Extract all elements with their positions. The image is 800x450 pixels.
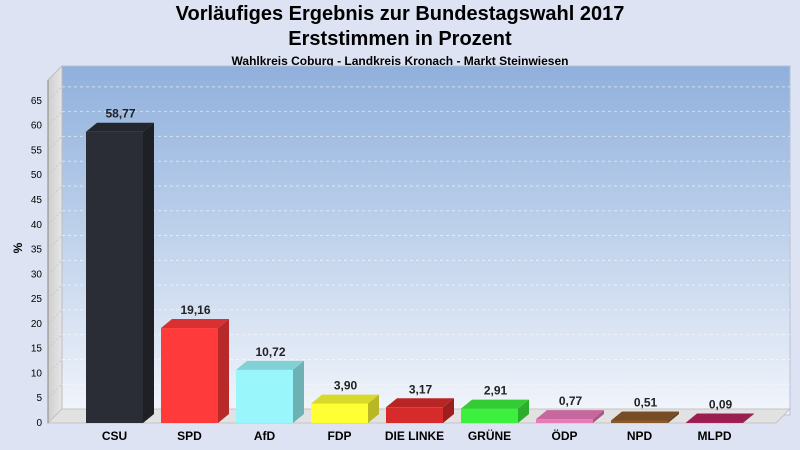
- wall-gridline: [47, 86, 63, 102]
- bar-fdp: [311, 403, 368, 423]
- bar-top: [536, 410, 604, 420]
- wall-gridline: [47, 284, 63, 300]
- y-tick-label: 15: [31, 344, 43, 355]
- bar-top: [236, 360, 304, 370]
- value-label: 0,51: [634, 395, 658, 409]
- y-tick-label: 0: [36, 418, 42, 429]
- wall-gridline: [47, 383, 63, 399]
- bar-side: [518, 399, 529, 423]
- bar-side: [143, 122, 154, 423]
- chart-title: Vorläufiges Ergebnis zur Bundestagswahl …: [175, 3, 625, 25]
- bar-top: [86, 122, 154, 132]
- wall-gridline: [47, 160, 63, 176]
- bar-spd: [161, 328, 218, 423]
- category-label: AfD: [254, 429, 276, 443]
- chart-district-subtitle: Wahlkreis Coburg - Landkreis Kronach - M…: [231, 54, 569, 68]
- bar-side: [368, 394, 379, 423]
- bar-top: [311, 394, 379, 404]
- wall-gridline: [47, 359, 63, 374]
- y-tick-label: 20: [31, 319, 43, 330]
- value-label: 0,09: [709, 398, 733, 412]
- category-label: SPD: [177, 429, 202, 443]
- bar-top: [461, 399, 529, 409]
- bar-side: [743, 413, 754, 423]
- bar-side: [593, 410, 604, 423]
- y-axis-label: %: [11, 242, 25, 253]
- bar-top: [611, 411, 679, 421]
- category-label: GRÜNE: [468, 428, 511, 443]
- y-tick-label: 60: [31, 121, 43, 132]
- bar-npd: [611, 420, 668, 423]
- bar-grüne: [461, 408, 518, 423]
- y-tick-label: 25: [31, 294, 43, 305]
- y-tick-label: 30: [31, 269, 43, 280]
- bar-ödp: [536, 419, 593, 423]
- value-label: 3,90: [334, 379, 358, 393]
- y-tick-label: 45: [31, 195, 43, 206]
- bar-side: [443, 398, 454, 423]
- y-tick-label: 5: [36, 393, 42, 404]
- bar-mlpd: [686, 422, 743, 423]
- wall-gridline: [47, 210, 63, 226]
- bar-top: [686, 413, 754, 423]
- bar-csu: [86, 131, 143, 423]
- wall-gridline: [47, 185, 63, 201]
- category-label: ÖDP: [551, 428, 577, 443]
- y-tick-label: 40: [31, 220, 43, 231]
- value-label: 3,17: [409, 382, 433, 396]
- value-label: 0,77: [559, 394, 583, 408]
- category-label: DIE LINKE: [385, 429, 444, 443]
- value-label: 19,16: [180, 303, 210, 317]
- category-label: MLPD: [698, 429, 732, 443]
- bar-top: [386, 398, 454, 408]
- bar-top: [161, 319, 229, 329]
- plot-left-wall: [47, 64, 63, 425]
- wall-gridline: [47, 235, 63, 250]
- y-tick-label: 10: [31, 368, 43, 379]
- y-tick-label: 50: [31, 170, 43, 181]
- bar-side: [668, 411, 679, 423]
- wall-gridline: [47, 309, 63, 325]
- chart-subtitle: Erststimmen in Prozent: [288, 28, 512, 50]
- value-label: 10,72: [255, 345, 285, 359]
- wall-gridline: [47, 111, 63, 127]
- bar-side: [218, 319, 229, 423]
- wall-gridline: [47, 334, 63, 350]
- y-tick-label: 55: [31, 145, 43, 156]
- category-label: CSU: [102, 429, 127, 443]
- wall-gridline: [47, 259, 63, 275]
- bar-side: [293, 360, 304, 423]
- bar-afd: [236, 369, 293, 423]
- value-label: 58,77: [105, 107, 135, 121]
- wall-gridline: [47, 136, 63, 151]
- bar-die-linke: [386, 407, 443, 423]
- category-label: FDP: [328, 429, 352, 443]
- y-tick-label: 65: [31, 96, 43, 107]
- y-tick-label: 35: [31, 245, 43, 256]
- value-label: 2,91: [484, 384, 508, 398]
- category-label: NPD: [627, 429, 653, 443]
